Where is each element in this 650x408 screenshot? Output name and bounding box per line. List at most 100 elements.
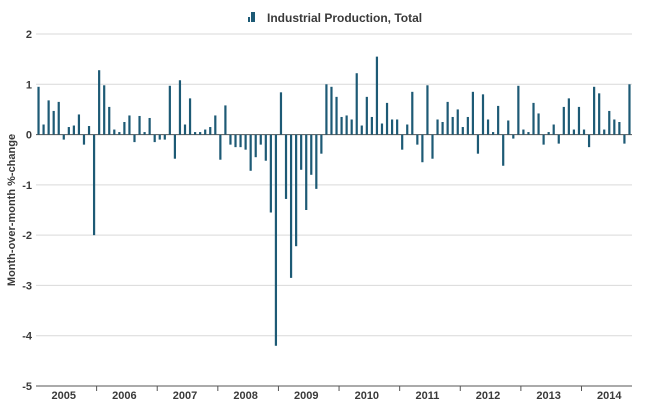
bar bbox=[239, 134, 242, 148]
x-tick-label: 2005 bbox=[52, 390, 76, 402]
y-tick-label: -2 bbox=[22, 230, 32, 242]
bar bbox=[315, 134, 318, 189]
bar bbox=[42, 124, 45, 135]
bar bbox=[466, 116, 469, 135]
y-axis-ticks: -5 -4 -3 -2 -1 0 1 2 bbox=[22, 29, 33, 393]
bar bbox=[188, 98, 192, 135]
legend-swatch-icon bbox=[248, 12, 255, 22]
gridlines bbox=[36, 33, 632, 387]
bar bbox=[289, 134, 293, 278]
x-tick-label: 2010 bbox=[355, 390, 379, 402]
bar bbox=[168, 85, 171, 135]
bar bbox=[264, 134, 267, 161]
bar bbox=[47, 100, 50, 135]
bar bbox=[178, 80, 182, 135]
bar bbox=[98, 70, 101, 135]
bar bbox=[471, 91, 474, 135]
bar bbox=[269, 134, 272, 213]
bar bbox=[421, 134, 424, 163]
bar bbox=[436, 119, 439, 135]
bar bbox=[360, 125, 363, 135]
bar bbox=[461, 127, 464, 135]
bar bbox=[249, 134, 252, 171]
bar bbox=[87, 126, 91, 135]
bar bbox=[355, 73, 358, 135]
bar bbox=[67, 127, 70, 135]
bar bbox=[82, 134, 86, 145]
bar bbox=[300, 134, 303, 170]
bar bbox=[451, 116, 454, 135]
bar bbox=[497, 105, 500, 135]
bar bbox=[618, 122, 621, 135]
bar bbox=[183, 124, 187, 135]
bar bbox=[148, 117, 151, 135]
x-tick-label: 2012 bbox=[476, 390, 500, 402]
bar bbox=[153, 134, 156, 143]
bar bbox=[426, 85, 429, 135]
bar bbox=[133, 134, 136, 143]
bar bbox=[138, 115, 141, 135]
bar bbox=[502, 134, 505, 166]
bar bbox=[284, 134, 288, 199]
y-axis-title: Month-over-month %-change bbox=[6, 134, 18, 286]
y-tick-label: -4 bbox=[22, 331, 33, 343]
bar bbox=[173, 134, 176, 159]
bar bbox=[593, 86, 596, 135]
bar bbox=[517, 85, 520, 135]
bar bbox=[350, 119, 353, 135]
bar bbox=[62, 134, 65, 140]
bar bbox=[406, 124, 409, 135]
bar bbox=[522, 129, 525, 135]
bar bbox=[325, 84, 328, 135]
bar bbox=[214, 115, 217, 135]
bar bbox=[456, 109, 459, 135]
bar bbox=[77, 114, 81, 135]
bar bbox=[229, 134, 232, 145]
bar bbox=[628, 84, 631, 135]
bar bbox=[603, 129, 606, 135]
bar bbox=[254, 134, 257, 158]
y-tick-label: 1 bbox=[26, 79, 32, 91]
bar bbox=[52, 110, 55, 135]
x-tick-label: 2008 bbox=[233, 390, 257, 402]
y-tick-label: 2 bbox=[26, 29, 32, 41]
bar bbox=[113, 129, 116, 135]
x-tick-label: 2007 bbox=[173, 390, 197, 402]
bar bbox=[390, 119, 394, 135]
x-tick-label: 2011 bbox=[416, 390, 440, 402]
bar bbox=[320, 134, 323, 154]
bar bbox=[108, 106, 111, 135]
bar bbox=[335, 96, 338, 135]
bar bbox=[401, 134, 404, 150]
bar bbox=[416, 134, 419, 145]
bar bbox=[542, 134, 545, 145]
bar bbox=[365, 96, 368, 135]
bar bbox=[547, 132, 550, 135]
legend-label: Industrial Production, Total bbox=[267, 11, 422, 25]
bar bbox=[370, 116, 373, 135]
bar bbox=[567, 98, 570, 135]
bar bbox=[598, 93, 601, 135]
y-tick-label: -1 bbox=[22, 180, 32, 192]
bar bbox=[446, 101, 449, 135]
bar bbox=[380, 123, 384, 135]
y-tick-label: -3 bbox=[22, 280, 32, 292]
bar bbox=[623, 134, 626, 144]
bar bbox=[295, 134, 298, 247]
y-tick-label: 0 bbox=[26, 130, 32, 142]
bar bbox=[143, 132, 146, 135]
bar bbox=[72, 125, 75, 135]
bar bbox=[552, 124, 555, 135]
bar bbox=[128, 115, 131, 135]
bar bbox=[608, 110, 611, 135]
x-axis-ticks: 2005 2006 2007 2008 2009 2010 2011 2012 2013 2014 bbox=[52, 386, 622, 402]
bar bbox=[330, 86, 333, 135]
bar bbox=[209, 127, 212, 135]
bar bbox=[92, 134, 96, 236]
bar bbox=[396, 119, 399, 135]
bar bbox=[274, 134, 278, 346]
bar bbox=[411, 91, 414, 135]
bar bbox=[537, 113, 540, 135]
bar bbox=[158, 134, 161, 140]
